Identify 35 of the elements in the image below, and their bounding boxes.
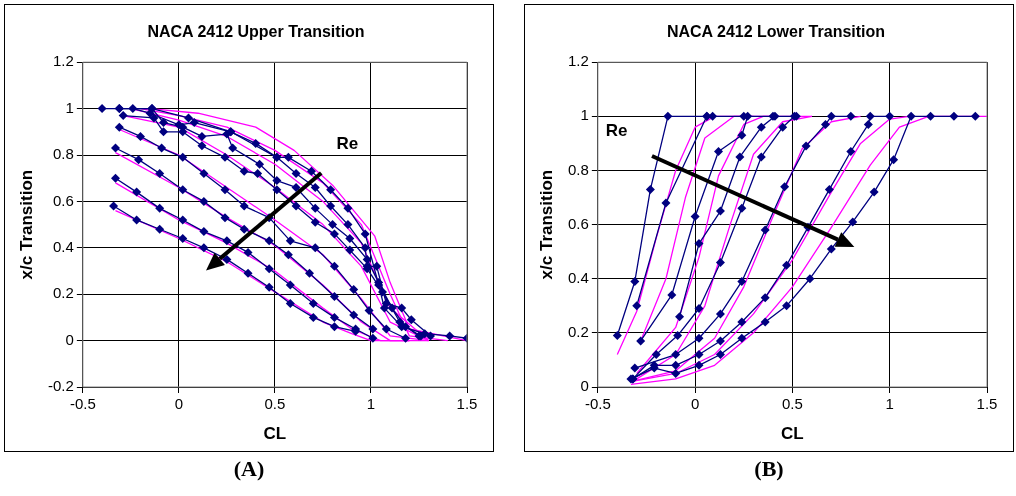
y-tick-label: 0.2	[52, 284, 74, 302]
y-tick-label: 0.8	[567, 160, 589, 178]
y-tick-label: 1.2	[52, 52, 74, 70]
x-tick-label: 0	[174, 395, 184, 413]
y-tick-label: 0	[580, 377, 589, 395]
annotation: Re	[336, 133, 359, 154]
y-tick-label: 1	[580, 106, 589, 124]
x-tick-label: -0.5	[69, 395, 96, 413]
x-tick-label: 0	[690, 395, 700, 413]
y-axis-title: x/c Transition	[16, 169, 36, 280]
y-tick-label: 0.4	[52, 237, 74, 255]
text: (B)	[753, 456, 785, 482]
y-tick-label: 1.2	[567, 52, 589, 70]
chart-title: NACA 2412 Upper Transition	[147, 23, 365, 41]
x-axis-title: CL	[781, 424, 804, 444]
x-tick-label: 1.5	[976, 395, 998, 413]
x-tick-label: 1	[366, 395, 376, 413]
y-tick-label: -0.2	[47, 377, 74, 395]
x-axis-title: CL	[263, 424, 287, 444]
x-tick-label: 1	[885, 395, 894, 413]
text: (A)	[232, 456, 266, 482]
x-tick-label: 1.5	[456, 395, 478, 413]
y-axis-title: x/c Transition	[536, 169, 556, 280]
y-tick-label: 0.6	[567, 214, 589, 232]
x-tick-label: 0.5	[782, 395, 803, 413]
y-tick-label: 0.4	[567, 268, 589, 286]
y-tick-label: 0.8	[52, 145, 74, 163]
x-tick-label: 0.5	[264, 395, 286, 413]
y-tick-label: 1	[65, 98, 74, 116]
chart-title: NACA 2412 Lower Transition	[666, 23, 886, 41]
y-tick-label: 0	[65, 330, 74, 348]
x-tick-label: -0.5	[584, 395, 611, 413]
annotation: Re	[605, 120, 628, 141]
y-tick-label: 0.2	[567, 323, 589, 341]
y-tick-label: 0.6	[52, 191, 74, 209]
